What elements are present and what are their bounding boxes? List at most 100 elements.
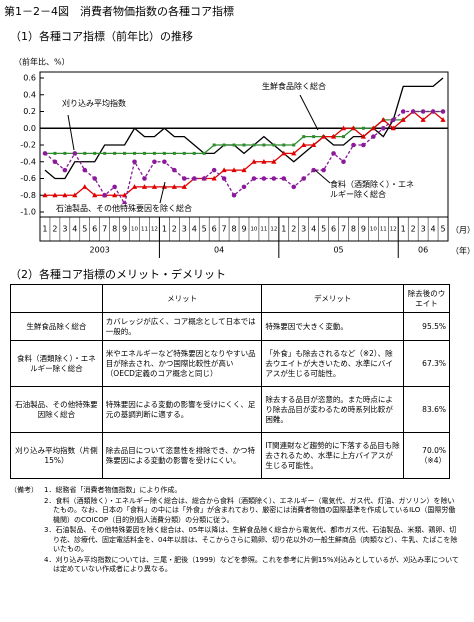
x-tick-label: 7 bbox=[341, 225, 346, 234]
x-tick-label: 12 bbox=[270, 227, 277, 233]
note-item: 2．食料（酒類除く）・エネルギー除く総合は、総合から食料（酒類除く）、エネルギー… bbox=[44, 496, 456, 524]
y-tick-label: 0.6 bbox=[23, 74, 36, 83]
table-cell: 95.5% bbox=[403, 312, 450, 341]
marker bbox=[221, 176, 227, 181]
marker bbox=[113, 151, 117, 155]
row-label: 生鮮食品除く総合 bbox=[10, 312, 103, 341]
marker bbox=[221, 167, 227, 173]
marker bbox=[271, 176, 277, 181]
y-axis-label: （前年比、%） bbox=[14, 57, 70, 67]
marker bbox=[361, 142, 366, 148]
row-label: 刈り込み平均指数（片側15%） bbox=[10, 432, 103, 479]
x-tick-label: 4 bbox=[192, 225, 197, 234]
row-label: 食料（酒類除く）・エネルギー除く総合 bbox=[10, 340, 103, 387]
x-tick-label: 1 bbox=[162, 225, 167, 234]
y-tick-label: 0.4 bbox=[23, 90, 36, 99]
marker bbox=[380, 117, 386, 122]
header-cell: メリット bbox=[101, 284, 263, 313]
note-item: 3．石油製品、その他特殊要因を除く総合は、05年以降は、生鮮食品除く総合から電気… bbox=[44, 526, 458, 553]
x-tick-label: 11 bbox=[380, 227, 387, 233]
chart: （前年比、%） -1.0 -0.8 -0.6 -0.4 -0.2 0.0 0.2 0.4 0.6… bbox=[14, 57, 474, 258]
marker bbox=[301, 176, 307, 181]
series-label: 刈り込み平均指数 bbox=[62, 99, 126, 109]
marker bbox=[341, 159, 346, 165]
marker bbox=[410, 109, 416, 114]
x-tick-label: 1 bbox=[281, 225, 286, 234]
section-heading: （1）各種コア指標（前年比）の推移 bbox=[10, 30, 193, 43]
arrow bbox=[299, 94, 319, 131]
marker bbox=[281, 176, 287, 181]
x-tick-label: 10 bbox=[131, 227, 138, 233]
x-unit: （月） bbox=[451, 226, 474, 235]
marker bbox=[381, 125, 386, 131]
marker bbox=[52, 192, 58, 198]
x-tick-label: 8 bbox=[112, 225, 117, 234]
year-unit: （年） bbox=[451, 246, 474, 256]
marker bbox=[93, 151, 97, 155]
x-tick-label: 5 bbox=[202, 225, 207, 234]
marker bbox=[241, 184, 247, 190]
marker bbox=[302, 135, 306, 139]
x-tick-label: 8 bbox=[351, 225, 356, 234]
header-cell bbox=[10, 284, 103, 313]
header-cell: 除去後のウエイト bbox=[403, 284, 450, 313]
year-label: 04 bbox=[214, 246, 224, 255]
marker bbox=[420, 117, 426, 122]
year-label: 2003 bbox=[90, 246, 110, 255]
table: メリット デメリット 除去後のウエイト 生鮮食品除く総合 カバレッジが広く、コア概… bbox=[10, 284, 450, 479]
table-row: 生鮮食品除く総合 カバレッジが広く、コア概念として日本では一般的。 特殊要因で大きく… bbox=[10, 312, 450, 341]
marker bbox=[142, 176, 147, 181]
x-tick-label: 1 bbox=[42, 225, 47, 234]
x-tick-label: 9 bbox=[122, 225, 127, 234]
marker bbox=[72, 192, 78, 198]
marker bbox=[42, 192, 48, 198]
table-row: 刈り込み平均指数（片側15%） 除去品目について恣意性を排除でき、かつ特殊要因によ… bbox=[10, 432, 450, 479]
marker bbox=[241, 167, 247, 173]
series-label: 石油製品、その他特殊要因を除く総合 bbox=[56, 204, 192, 214]
year-label: 06 bbox=[418, 246, 428, 255]
table-header: メリット デメリット 除去後のウエイト bbox=[10, 284, 450, 313]
marker bbox=[340, 125, 347, 131]
marker bbox=[272, 143, 276, 147]
x-tick-label: 9 bbox=[361, 225, 366, 234]
y-tick-label: -0.2 bbox=[20, 141, 36, 150]
marker bbox=[390, 117, 396, 123]
marker bbox=[181, 184, 187, 189]
marker bbox=[311, 167, 316, 173]
marker bbox=[262, 143, 266, 147]
x-tick-label: 4 bbox=[431, 225, 436, 234]
marker bbox=[292, 143, 296, 147]
table-cell: カバレッジが広く、コア概念として日本では一般的。 bbox=[101, 312, 263, 341]
marker bbox=[62, 192, 68, 198]
marker bbox=[242, 143, 246, 147]
marker bbox=[321, 133, 327, 139]
marker bbox=[133, 151, 137, 155]
x-tick-label: 10 bbox=[250, 227, 257, 233]
marker bbox=[281, 150, 287, 156]
x-tick-label: 1 bbox=[401, 225, 406, 234]
marker bbox=[271, 158, 277, 164]
row-label: 石油製品、その他特殊要因除く総合 bbox=[10, 386, 103, 433]
marker bbox=[211, 175, 217, 181]
arrow bbox=[159, 181, 166, 204]
x-tick-label: 7 bbox=[222, 225, 227, 234]
y-tick-label: -0.8 bbox=[20, 191, 36, 200]
table-row: 食料（酒類除く）・エネルギー除く総合 米やエネルギーなど特殊要因となりやすい品目が… bbox=[10, 340, 450, 387]
table-cell: 米やエネルギーなど特殊要因となりやすい品目が除去され、かつ国際比較性が高い（OE… bbox=[101, 340, 263, 387]
page-title: 第1－2－4図 消費者物価指数の各種コア指標 bbox=[4, 5, 234, 18]
table-cell: 83.6% bbox=[403, 386, 450, 433]
x-tick-label: 2 bbox=[52, 225, 57, 234]
marker bbox=[312, 135, 316, 139]
x-tick-label: 2 bbox=[411, 225, 416, 234]
x-tick-label: 7 bbox=[102, 225, 107, 234]
header-cell: デメリット bbox=[261, 284, 405, 313]
marker bbox=[261, 158, 267, 164]
y-tick-label: -0.4 bbox=[20, 157, 36, 166]
note-item: 1．総務省「消費者物価指数」により作成。 bbox=[44, 486, 182, 494]
marker bbox=[400, 117, 406, 122]
marker bbox=[440, 117, 446, 122]
marker bbox=[82, 184, 88, 189]
x-tick-label: 5 bbox=[82, 225, 87, 234]
marker bbox=[371, 134, 376, 139]
x-tick-label: 5 bbox=[321, 225, 326, 234]
